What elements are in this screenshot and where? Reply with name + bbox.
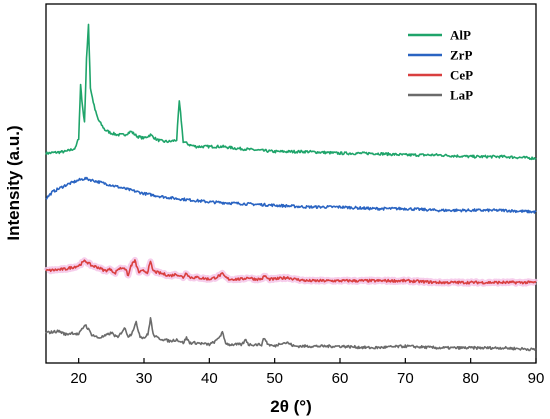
series-line-cep — [45, 259, 537, 285]
series-line-lap — [45, 317, 537, 352]
x-tick-label: 30 — [136, 370, 153, 387]
x-tick-label: 70 — [397, 370, 414, 387]
x-axis-title: 2θ (°) — [270, 397, 312, 416]
series-line-alp — [45, 23, 537, 161]
x-tick-label: 80 — [462, 370, 479, 387]
x-tick-label: 60 — [332, 370, 349, 387]
legend-label-zrp: ZrP — [450, 48, 472, 63]
x-axis-ticks: 20 30 40 50 60 70 80 90 — [70, 358, 544, 387]
legend: AlP ZrP CeP LaP — [408, 28, 473, 103]
plot-frame — [45, 3, 537, 364]
series-layer — [43, 23, 539, 352]
series-line-zrp — [45, 176, 537, 214]
x-tick-label: 40 — [201, 370, 218, 387]
legend-label-lap: LaP — [450, 88, 473, 103]
x-tick-label: 90 — [528, 370, 545, 387]
x-tick-label: 50 — [266, 370, 283, 387]
y-axis-title: Intensity (a.u.) — [4, 125, 23, 240]
x-tick-label: 20 — [70, 370, 87, 387]
legend-label-cep: CeP — [450, 68, 473, 83]
legend-label-alp: AlP — [450, 28, 471, 43]
cep-series-glow — [43, 256, 539, 287]
